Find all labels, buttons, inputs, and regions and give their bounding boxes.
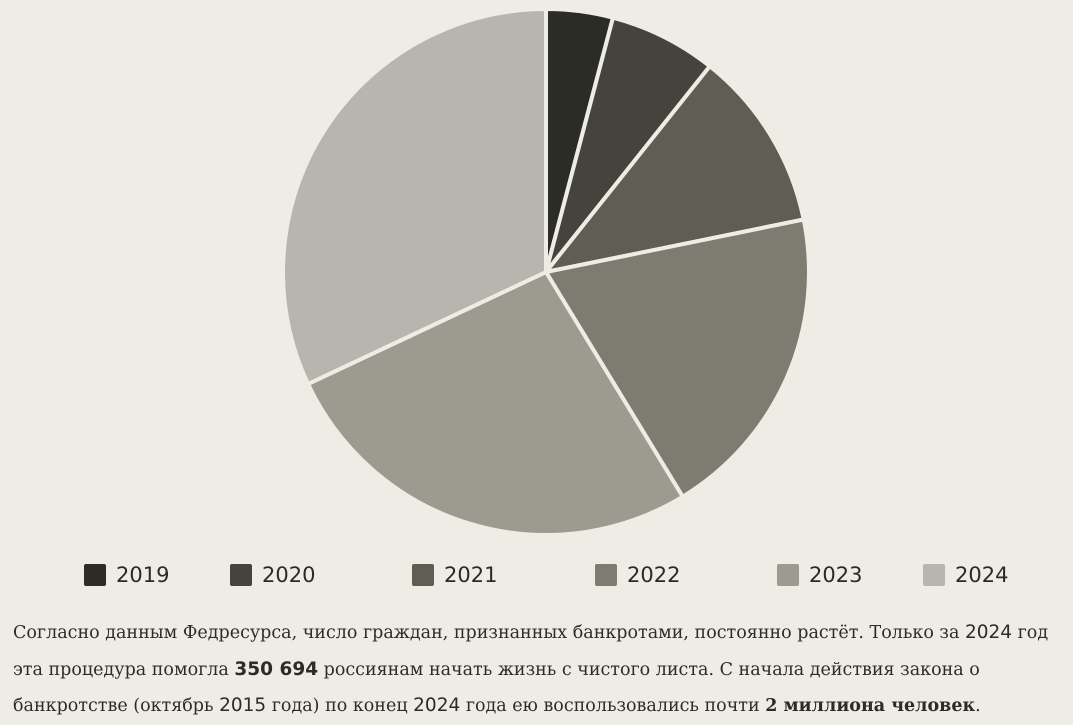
pie-slice-2023 bbox=[306, 270, 685, 537]
legend-label-2022: 2022 bbox=[627, 563, 681, 587]
legend-swatch-2019 bbox=[84, 564, 106, 586]
caption-year: 2024 bbox=[964, 622, 1013, 643]
legend-swatch-2023 bbox=[777, 564, 799, 586]
legend-swatch-2020 bbox=[230, 564, 252, 586]
legend-item-2022: 2022 bbox=[595, 558, 680, 592]
caption-paragraph: Согласно данным Федресурса, число гражда… bbox=[13, 615, 1065, 725]
caption-highlight-text: 2 миллиона человек bbox=[765, 696, 976, 716]
legend-label-2021: 2021 bbox=[444, 563, 498, 587]
legend-swatch-2022 bbox=[595, 564, 617, 586]
legend-item-2020: 2020 bbox=[230, 558, 315, 592]
legend-item-2023: 2023 bbox=[777, 558, 862, 592]
legend-label-2020: 2020 bbox=[262, 563, 316, 587]
caption-text: россиянам начать жизнь с чистого листа. … bbox=[318, 659, 980, 680]
pie-slice-2020 bbox=[544, 15, 712, 274]
caption-text: эта процедура помогла bbox=[13, 659, 235, 680]
caption-text: год bbox=[1012, 623, 1049, 643]
legend-label-2019: 2019 bbox=[116, 563, 170, 587]
pie-chart bbox=[281, 7, 811, 537]
pie-slice-2024 bbox=[281, 7, 548, 386]
caption-highlight-number: 350 694 bbox=[234, 658, 319, 680]
caption-text: банкротстве (октябрь bbox=[13, 696, 220, 716]
caption-year: 2024 bbox=[413, 695, 461, 716]
caption-text: . bbox=[975, 696, 981, 716]
pie-slice-2021 bbox=[544, 64, 806, 274]
legend-item-2024: 2024 bbox=[923, 558, 1008, 592]
legend-label-2023: 2023 bbox=[809, 563, 863, 587]
caption-year: 2015 bbox=[219, 695, 267, 716]
legend-item-2019: 2019 bbox=[84, 558, 169, 592]
chart-legend: 2019 2020 2021 2022 2023 2024 bbox=[0, 558, 1073, 592]
caption-text: года ею воспользовались почти bbox=[460, 696, 766, 716]
legend-swatch-2024 bbox=[923, 564, 945, 586]
legend-swatch-2021 bbox=[412, 564, 434, 586]
legend-label-2024: 2024 bbox=[955, 563, 1009, 587]
caption-text: Согласно данным Федресурса, число гражда… bbox=[13, 623, 965, 643]
pie-slice-2022 bbox=[544, 217, 811, 499]
caption-text: года) по конец bbox=[266, 696, 414, 716]
legend-item-2021: 2021 bbox=[412, 558, 497, 592]
